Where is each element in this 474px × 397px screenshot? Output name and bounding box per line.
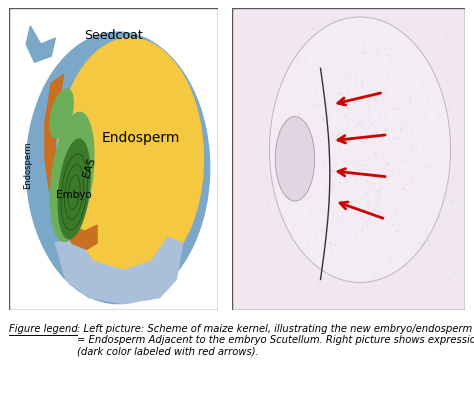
Text: Endosperm: Endosperm xyxy=(23,141,32,189)
Ellipse shape xyxy=(49,88,74,139)
Text: : Left picture: Scheme of maize kernel, illustrating the new embryo/endosperm in: : Left picture: Scheme of maize kernel, … xyxy=(77,324,474,357)
Text: Endosperm: Endosperm xyxy=(102,131,180,145)
Ellipse shape xyxy=(49,112,95,242)
Ellipse shape xyxy=(269,17,451,283)
Text: Seedcoat: Seedcoat xyxy=(84,29,143,42)
Ellipse shape xyxy=(57,138,91,240)
Text: Figure legend: Figure legend xyxy=(9,324,78,333)
Ellipse shape xyxy=(57,38,203,279)
Ellipse shape xyxy=(275,117,315,201)
Text: EAS: EAS xyxy=(82,157,98,179)
Ellipse shape xyxy=(26,32,210,304)
Text: Embyo: Embyo xyxy=(56,190,92,200)
Polygon shape xyxy=(55,237,182,304)
Polygon shape xyxy=(45,74,97,249)
Polygon shape xyxy=(26,26,55,62)
